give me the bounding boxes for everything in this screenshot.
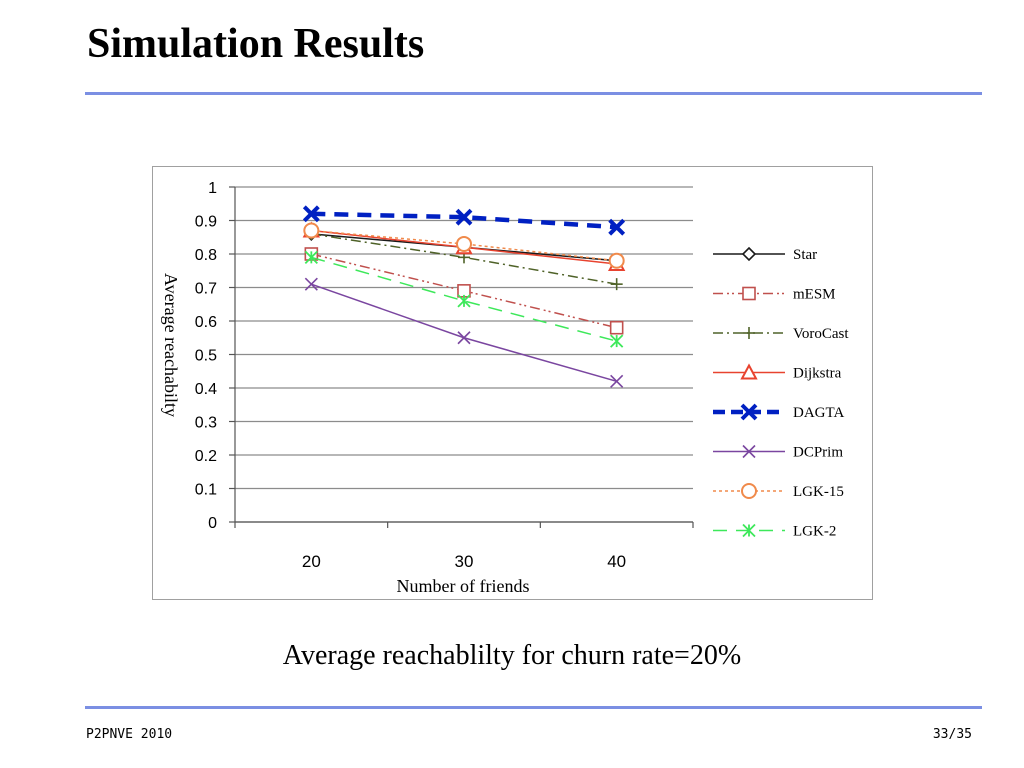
- x-tick-labels: 20 30 40: [302, 552, 626, 571]
- x-marker-b: [610, 374, 624, 388]
- legend-label: LGK-2: [793, 524, 836, 540]
- circle-marker: [608, 252, 625, 269]
- point-mESM: [609, 320, 624, 335]
- y-tick-label: 0.7: [195, 281, 217, 298]
- title-divider: [85, 92, 982, 95]
- x-marker-b: [455, 208, 473, 226]
- legend-label: DCPrim: [793, 445, 843, 461]
- x-tick-label: 30: [455, 552, 474, 571]
- legend-marker-DCPrim: [742, 444, 756, 459]
- legend-marker-Dijkstra: [740, 363, 758, 380]
- point-LGK-2: [304, 250, 318, 264]
- legend-marker-LGK-15: [741, 483, 757, 499]
- y-tick-label: 0.4: [195, 381, 217, 398]
- axes: [229, 186, 694, 528]
- legend-label: DAGTA: [793, 405, 844, 421]
- y-tick-label: 0.1: [195, 482, 217, 499]
- triangle-marker: [740, 363, 758, 380]
- point-LGK-2: [457, 294, 471, 308]
- point-DAGTA: [455, 208, 473, 226]
- x-marker-b: [608, 218, 626, 236]
- legend-item-star: Star: [713, 246, 817, 263]
- legend-item-dijkstra: Dijkstra: [713, 363, 842, 382]
- series-line-dagta: [311, 211, 617, 230]
- legend-marker-LGK-2: [742, 523, 756, 538]
- square-marker: [742, 286, 756, 301]
- legend: Star mESM VoroCast Dijkstra DAGTA DCPrim LGK-1…: [713, 246, 849, 540]
- y-tick-label: 0.5: [195, 348, 217, 365]
- legend-marker-Star: [741, 246, 757, 262]
- y-tick-label: 0.3: [195, 415, 217, 432]
- chart-frame: 0 0.1 0.2 0.3 0.4 0.5 0.6 0.7 0.8 0.9 1 20 30 40 Num…: [152, 166, 873, 600]
- x-marker-b: [740, 403, 758, 421]
- series-dagta: [302, 205, 626, 236]
- reachability-line-chart: 0 0.1 0.2 0.3 0.4 0.5 0.6 0.7 0.8 0.9 1 20 30 40 Num…: [161, 180, 849, 596]
- legend-item-lgk-15: LGK-15: [713, 483, 844, 500]
- series-dcprim: [304, 277, 624, 388]
- legend-label: Dijkstra: [793, 366, 842, 382]
- y-tick-label: 1: [208, 180, 217, 197]
- legend-item-lgk-2: LGK-2: [713, 524, 836, 540]
- x-marker-b: [742, 444, 756, 459]
- y-tick-label: 0.9: [195, 214, 217, 231]
- point-DCPrim: [610, 374, 624, 388]
- y-tick-label: 0: [208, 515, 217, 532]
- series-lgk-15: [303, 222, 625, 269]
- x-tick-label: 40: [607, 552, 626, 571]
- legend-marker-VoroCast: [743, 327, 755, 339]
- point-LGK-2: [610, 334, 624, 348]
- series-lines: [302, 205, 626, 388]
- circle-marker: [456, 235, 472, 252]
- x-tick-label: 20: [302, 552, 321, 571]
- point-DAGTA: [302, 205, 320, 223]
- y-tick-labels: 0 0.1 0.2 0.3 0.4 0.5 0.6 0.7 0.8 0.9 1: [195, 180, 217, 532]
- x-axis-label: Number of friends: [397, 576, 530, 596]
- diamond-marker: [741, 246, 757, 262]
- series-line-lgk-2: [311, 256, 617, 342]
- footer-conference: P2PNVE 2010: [86, 727, 173, 742]
- footer-page-number: 33/35: [932, 727, 972, 742]
- x-marker-b: [302, 205, 320, 223]
- point-DAGTA: [608, 218, 626, 236]
- y-tick-label: 0.6: [195, 314, 217, 331]
- square-marker: [609, 320, 624, 335]
- legend-label: VoroCast: [793, 326, 849, 342]
- circle-marker: [303, 222, 320, 239]
- point-DCPrim: [457, 331, 471, 345]
- point-VoroCast: [610, 278, 623, 291]
- point-LGK-15: [608, 252, 625, 269]
- legend-label: mESM: [793, 287, 836, 303]
- footer-divider: [85, 706, 982, 709]
- circle-marker: [741, 483, 757, 499]
- chart-caption: Average reachablilty for churn rate=20%: [282, 640, 742, 671]
- legend-label: Star: [793, 247, 817, 263]
- x-marker-b: [457, 331, 471, 345]
- slide-title: Simulation Results: [87, 21, 425, 67]
- legend-marker-DAGTA: [740, 403, 758, 421]
- point-LGK-15: [456, 235, 472, 252]
- y-tick-label: 0.2: [195, 448, 217, 465]
- legend-marker-mESM: [742, 286, 756, 301]
- point-DCPrim: [304, 277, 318, 291]
- point-LGK-15: [303, 222, 320, 239]
- x-marker-b: [304, 277, 318, 291]
- legend-item-dcprim: DCPrim: [713, 445, 843, 461]
- legend-item-dagta: DAGTA: [713, 403, 844, 421]
- legend-item-mesm: mESM: [713, 287, 836, 303]
- legend-item-vorocast: VoroCast: [713, 326, 849, 342]
- legend-label: LGK-15: [793, 484, 844, 500]
- series-lgk-2: [304, 250, 624, 348]
- y-axis-label: Average reachabilty: [161, 273, 181, 417]
- y-tick-label: 0.8: [195, 247, 217, 264]
